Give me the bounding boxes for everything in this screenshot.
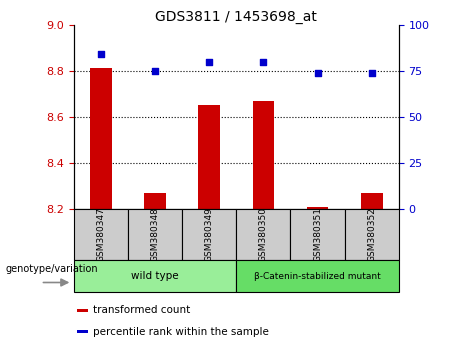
Text: GSM380348: GSM380348	[150, 207, 160, 262]
Bar	[90, 69, 112, 209]
Bar	[74, 209, 128, 260]
Point	[151, 68, 159, 74]
Bar	[344, 209, 399, 260]
Bar	[144, 193, 166, 209]
Bar	[182, 209, 236, 260]
Bar	[236, 209, 290, 260]
Title: GDS3811 / 1453698_at: GDS3811 / 1453698_at	[155, 10, 317, 24]
Bar	[74, 260, 236, 292]
Text: percentile rank within the sample: percentile rank within the sample	[93, 327, 269, 337]
Text: β-Catenin-stabilized mutant: β-Catenin-stabilized mutant	[254, 272, 381, 281]
Text: genotype/variation: genotype/variation	[6, 264, 99, 274]
Bar	[361, 193, 383, 209]
Bar	[198, 105, 220, 209]
Text: GSM380351: GSM380351	[313, 207, 322, 262]
Bar	[77, 309, 89, 312]
Bar	[253, 101, 274, 209]
Bar	[236, 260, 399, 292]
Text: wild type: wild type	[131, 271, 179, 281]
Text: transformed count: transformed count	[93, 305, 190, 315]
Point	[260, 59, 267, 64]
Point	[206, 59, 213, 64]
Text: GSM380350: GSM380350	[259, 207, 268, 262]
Text: GSM380349: GSM380349	[205, 207, 214, 262]
Bar	[128, 209, 182, 260]
Bar	[77, 331, 89, 333]
Bar	[307, 206, 328, 209]
Bar	[290, 209, 344, 260]
Text: GSM380347: GSM380347	[96, 207, 106, 262]
Point	[368, 70, 375, 75]
Point	[97, 51, 105, 57]
Point	[314, 70, 321, 75]
Text: GSM380352: GSM380352	[367, 207, 376, 262]
